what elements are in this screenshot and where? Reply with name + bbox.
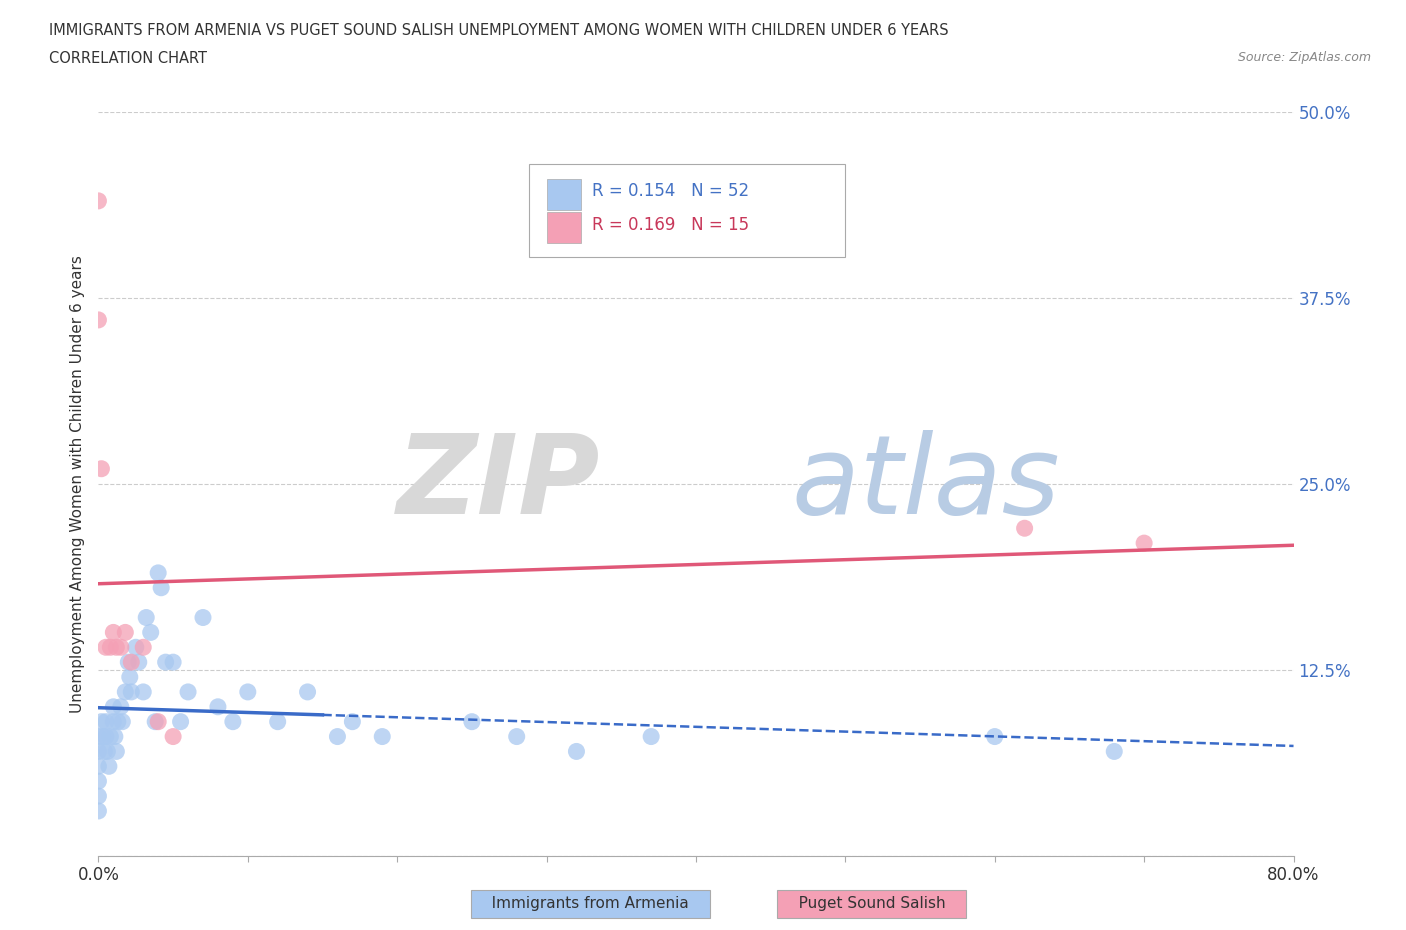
Point (148, 714, 170, 729)
Point (267, 714, 290, 729)
Point (222, 714, 245, 729)
Point (155, 655, 177, 670)
Point (87, 193, 110, 208)
Point (94, 640, 117, 655)
Point (90, 714, 112, 729)
Text: CORRELATION CHART: CORRELATION CHART (49, 51, 207, 66)
Point (984, 729, 1007, 744)
Point (93, 744, 115, 759)
Point (1133, 536, 1156, 551)
Text: IMMIGRANTS FROM ARMENIA VS PUGET SOUND SALISH UNEMPLOYMENT AMONG WOMEN WITH CHIL: IMMIGRANTS FROM ARMENIA VS PUGET SOUND S… (49, 23, 949, 38)
Point (236, 684, 259, 699)
FancyBboxPatch shape (529, 164, 845, 257)
Point (110, 640, 132, 655)
Point (1104, 744, 1126, 759)
Point (96, 744, 118, 759)
Point (640, 729, 662, 744)
Text: R = 0.154   N = 52: R = 0.154 N = 52 (592, 182, 749, 200)
Point (105, 640, 128, 655)
Point (326, 729, 349, 744)
Text: Immigrants from Armenia: Immigrants from Armenia (477, 897, 704, 911)
Point (117, 655, 139, 670)
Point (90, 461, 112, 476)
Point (97, 759, 120, 774)
Text: atlas: atlas (792, 430, 1060, 538)
Point (371, 729, 394, 744)
Point (506, 729, 529, 744)
Point (125, 640, 148, 655)
Point (104, 729, 127, 744)
Point (565, 744, 588, 759)
Point (110, 699, 132, 714)
Point (342, 714, 364, 729)
Point (139, 625, 162, 640)
Point (132, 640, 155, 655)
Point (87, 729, 110, 744)
Point (94, 729, 117, 744)
FancyBboxPatch shape (547, 179, 581, 210)
Point (87, 789, 110, 804)
Text: ZIP: ZIP (396, 430, 600, 538)
Point (87, 312, 110, 327)
Point (207, 699, 229, 714)
Point (150, 580, 173, 595)
Point (98, 729, 122, 744)
Point (103, 625, 125, 640)
Text: Source: ZipAtlas.com: Source: ZipAtlas.com (1237, 51, 1371, 64)
Point (98, 640, 122, 655)
Point (87, 759, 110, 774)
Point (103, 714, 125, 729)
Point (297, 684, 319, 699)
Point (111, 714, 134, 729)
Point (94, 714, 117, 729)
Point (148, 565, 170, 580)
Text: R = 0.169   N = 15: R = 0.169 N = 15 (592, 216, 749, 233)
Point (162, 729, 184, 744)
Point (128, 655, 150, 670)
Y-axis label: Unemployment Among Women with Children Under 6 years: Unemployment Among Women with Children U… (70, 255, 86, 712)
Point (91, 729, 114, 744)
Point (120, 655, 142, 670)
Point (114, 625, 136, 640)
Point (191, 610, 214, 625)
Point (132, 684, 155, 699)
FancyBboxPatch shape (547, 212, 581, 244)
Point (118, 670, 141, 684)
Point (143, 714, 166, 729)
Text: Puget Sound Salish: Puget Sound Salish (783, 897, 960, 911)
Point (461, 714, 484, 729)
Point (1014, 521, 1036, 536)
Point (169, 714, 191, 729)
Point (105, 744, 128, 759)
Point (162, 655, 184, 670)
Point (87, 804, 110, 818)
Point (107, 714, 129, 729)
Point (120, 684, 142, 699)
Point (87, 744, 110, 759)
Point (87, 774, 110, 789)
Point (103, 699, 125, 714)
Point (114, 684, 136, 699)
Point (135, 610, 157, 625)
Point (177, 684, 200, 699)
